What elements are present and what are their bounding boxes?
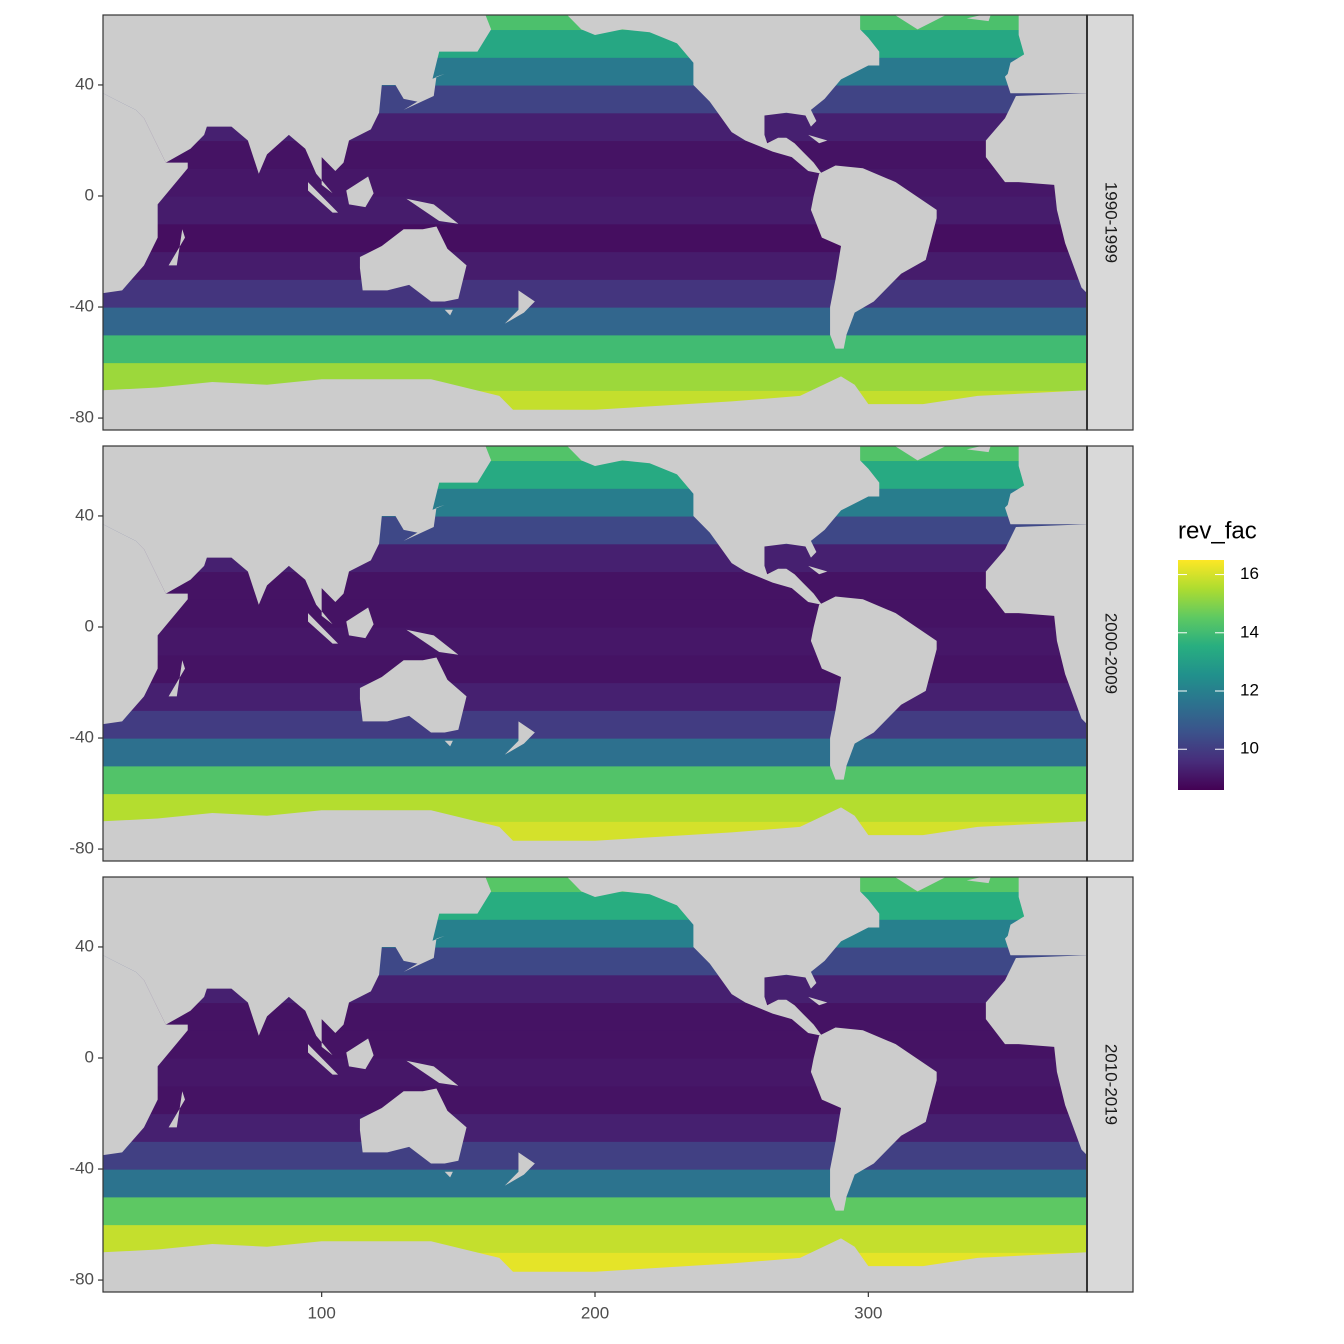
strip [1086,445,1134,862]
ocean-band [103,334,1087,364]
panel [103,877,1087,1292]
ocean-band [103,599,1087,628]
legend: rev_fac 10 12 14 16 [1178,517,1259,790]
y-tick-label: 40 [75,505,94,524]
ocean-band [103,626,1087,656]
ocean-band [103,710,1087,739]
y-tick-label: -40 [69,297,94,316]
x-tick-label: 200 [581,1303,609,1322]
colorbar-label: 16 [1240,564,1259,583]
ocean-band [103,1085,1087,1115]
y-tick-label: 0 [85,185,94,204]
panel [103,446,1087,861]
ocean-band [103,1169,1087,1198]
panel [103,15,1087,430]
y-tick-label: -40 [69,728,94,747]
ocean-band [103,682,1087,711]
ocean-band [103,1113,1087,1142]
colorbar [1178,560,1224,790]
strip-label: 2000-2009 [1102,613,1121,694]
ocean-band [103,1057,1087,1087]
legend-title: rev_fac [1178,517,1257,544]
ocean-band [103,307,1087,336]
ocean-band [103,223,1087,253]
ocean-band [103,1141,1087,1170]
y-tick-label: -80 [69,839,94,858]
panels: 1990-1999 -80 -40 0 40 2000-2009 -80 -40 0 40 2010… [69,14,1134,1322]
colorbar-label: 14 [1240,622,1259,641]
x-tick-label: 300 [854,1303,882,1322]
ocean-band [103,765,1087,795]
y-tick-label: -40 [69,1159,94,1178]
x-tick-label: 100 [307,1303,335,1322]
ocean-band [103,738,1087,767]
y-tick-label: 0 [85,1047,94,1066]
y-tick-label: 40 [75,74,94,93]
strip-label: 1990-1999 [1102,182,1121,263]
ocean-band [103,279,1087,308]
y-tick-label: 0 [85,616,94,635]
ocean-band [103,195,1087,225]
ocean-band [103,1030,1087,1059]
ocean-band [103,654,1087,684]
y-tick-label: -80 [69,408,94,427]
colorbar-label: 12 [1240,680,1259,699]
ocean-band [103,1196,1087,1226]
y-tick-label: 40 [75,936,94,955]
ocean-band [103,251,1087,280]
ocean-band [103,168,1087,197]
y-tick-label: -80 [69,1270,94,1289]
strip [1086,14,1134,431]
colorbar-label: 10 [1240,739,1259,758]
strip-label: 2010-2019 [1102,1044,1121,1125]
